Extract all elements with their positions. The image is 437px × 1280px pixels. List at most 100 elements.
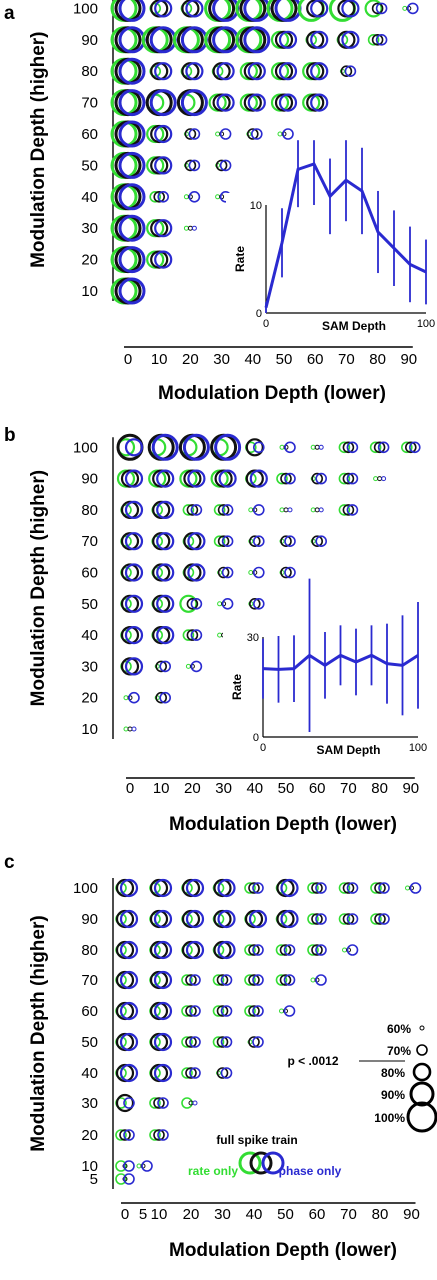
phase-circle bbox=[341, 30, 360, 49]
phase-circle bbox=[315, 944, 327, 956]
phase-circle bbox=[156, 532, 175, 551]
rate-circle bbox=[181, 1097, 193, 1109]
phase-circle bbox=[252, 1036, 264, 1048]
phase-circle bbox=[220, 1005, 233, 1017]
phase-circle bbox=[190, 660, 203, 673]
inset-x-tick: 100 bbox=[409, 742, 427, 754]
full-circle bbox=[283, 507, 289, 513]
phase-circle bbox=[315, 882, 327, 894]
phase-circle bbox=[188, 159, 201, 172]
x-tick-label: 50 bbox=[276, 351, 293, 368]
legend-title: p < .0012 bbox=[287, 1054, 338, 1068]
legend: 60% 70% 80% 90% 100% p < .0012 full spike trai… bbox=[188, 1022, 437, 1178]
full-circle bbox=[280, 566, 292, 579]
x-tick-label: 90 bbox=[400, 351, 417, 368]
full-circle bbox=[244, 909, 264, 929]
phase-circle bbox=[378, 913, 390, 925]
phase-circle bbox=[243, 26, 271, 54]
y-tick-label: 30 bbox=[81, 1095, 98, 1112]
phase-circle bbox=[344, 65, 357, 77]
rate-circle bbox=[181, 974, 193, 986]
x-tick-label: 40 bbox=[244, 351, 261, 368]
phase-circle bbox=[252, 974, 264, 986]
phase-circle bbox=[318, 507, 324, 513]
full-circle bbox=[186, 597, 199, 610]
phase-circle bbox=[310, 62, 329, 81]
full-circle bbox=[149, 1001, 169, 1021]
phase-circle bbox=[156, 625, 175, 645]
full-circle bbox=[212, 93, 231, 112]
phase-circle bbox=[310, 93, 329, 112]
x-tick-label: 60 bbox=[309, 1206, 326, 1223]
rate-circle bbox=[310, 444, 316, 450]
inset-y-title: Rate bbox=[230, 674, 244, 700]
phase-circle bbox=[220, 1067, 233, 1079]
inset-rate-line bbox=[264, 162, 427, 308]
full-circle bbox=[216, 974, 229, 986]
phase-circle bbox=[128, 691, 140, 704]
full-circle bbox=[120, 657, 140, 676]
phase-circle bbox=[123, 1160, 135, 1172]
rate-circle bbox=[310, 977, 316, 983]
inset-y-tick: 30 bbox=[247, 632, 259, 644]
full-circle bbox=[120, 563, 140, 582]
full-circle bbox=[340, 65, 353, 77]
phase-circle bbox=[283, 1005, 296, 1017]
rate-circle bbox=[248, 507, 254, 513]
full-circle bbox=[119, 1129, 131, 1141]
full-circle bbox=[115, 970, 135, 990]
phase-circle bbox=[157, 1097, 169, 1109]
phase-circle bbox=[153, 970, 173, 990]
phase-circle bbox=[151, 433, 179, 461]
full-circle bbox=[245, 438, 264, 457]
phase-circle bbox=[287, 507, 293, 513]
x-tick-label: 20 bbox=[182, 351, 199, 368]
phase-circle bbox=[187, 563, 206, 582]
rate-circle bbox=[149, 1097, 161, 1109]
rate-circle bbox=[310, 507, 316, 513]
phase-circle bbox=[252, 944, 264, 956]
x-axis-title: Modulation Depth (lower) bbox=[169, 1240, 397, 1261]
full-circle bbox=[150, 124, 169, 144]
y-tick-label: 30 bbox=[81, 658, 98, 675]
phase-circle bbox=[346, 472, 359, 485]
full-circle bbox=[150, 0, 169, 18]
phase-circle bbox=[408, 441, 421, 454]
x-tick-label: 80 bbox=[371, 780, 388, 797]
phase-circle bbox=[190, 597, 203, 610]
x-tick-label: 80 bbox=[369, 351, 386, 368]
x-tick-label: 50 bbox=[277, 1206, 294, 1223]
phase-circle bbox=[190, 629, 203, 641]
full-circle bbox=[342, 441, 355, 454]
phase-circle bbox=[124, 469, 144, 488]
phase-circle bbox=[156, 469, 175, 488]
phase-circle bbox=[185, 62, 204, 81]
phase-circle bbox=[310, 30, 329, 49]
full-circle bbox=[120, 500, 140, 519]
phase-circle bbox=[341, 0, 360, 18]
phase-circle bbox=[252, 535, 265, 548]
inset-x-title: SAM Depth bbox=[317, 743, 381, 757]
full-circle bbox=[306, 93, 325, 112]
full-circle bbox=[152, 469, 171, 488]
legend-size-circle bbox=[409, 1081, 435, 1107]
rate-circle bbox=[275, 974, 288, 986]
phase-circle bbox=[252, 1005, 264, 1017]
rate-circle bbox=[400, 441, 413, 454]
full-circle bbox=[149, 909, 169, 929]
inset-x-title: SAM Depth bbox=[322, 319, 386, 333]
phase-circle bbox=[346, 882, 359, 894]
rate-circle bbox=[307, 913, 319, 925]
rate-circle bbox=[402, 5, 408, 11]
y-tick-label: 30 bbox=[81, 220, 98, 237]
y-tick-label: 50 bbox=[81, 596, 98, 613]
y-tick-label: 90 bbox=[81, 911, 98, 928]
phase-circle bbox=[124, 563, 144, 582]
full-circle bbox=[153, 191, 165, 203]
phase-circle bbox=[221, 504, 234, 516]
full-circle bbox=[306, 0, 325, 18]
inset-y-title: Rate bbox=[233, 246, 247, 272]
rate-circle bbox=[277, 131, 283, 137]
full-circle bbox=[186, 629, 199, 641]
phase-circle bbox=[280, 909, 299, 929]
